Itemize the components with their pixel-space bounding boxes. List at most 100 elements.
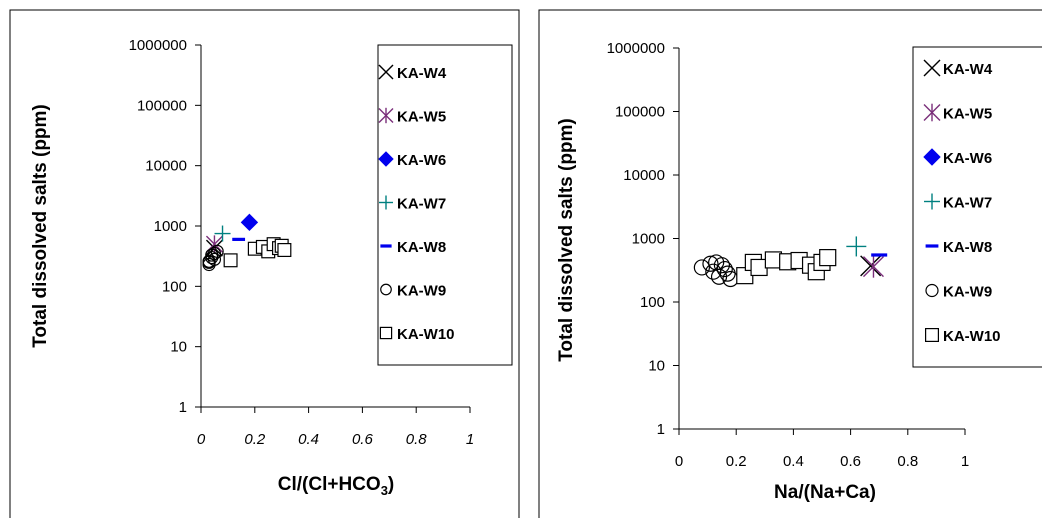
legend-label: KA-W5 bbox=[397, 109, 446, 126]
data-point bbox=[223, 253, 238, 268]
legend-marker bbox=[923, 148, 941, 166]
x-tick-label: 0.4 bbox=[298, 431, 319, 448]
legend-box bbox=[377, 44, 513, 366]
y-tick-label: 100 bbox=[162, 278, 187, 295]
legend-label: KA-W7 bbox=[943, 195, 992, 212]
legend-label: KA-W4 bbox=[397, 65, 447, 82]
legend-marker bbox=[923, 103, 941, 122]
data-marks bbox=[202, 213, 292, 272]
data-point bbox=[819, 249, 837, 267]
y-tick-label: 100000 bbox=[615, 104, 665, 121]
x-axis-label: Na/(Na+Ca) bbox=[774, 482, 876, 503]
series-ka-w4 bbox=[860, 255, 882, 277]
y-tick-label: 1000000 bbox=[607, 40, 665, 57]
x-tick-label: 1 bbox=[466, 431, 474, 448]
data-point bbox=[277, 243, 292, 258]
data-point bbox=[210, 244, 224, 258]
data-point bbox=[693, 259, 710, 276]
data-point bbox=[862, 255, 884, 278]
x-ticks: 0 0.2 0.4 0.6 0.8 1 bbox=[197, 407, 474, 448]
data-point bbox=[232, 237, 246, 241]
x-axis-label-subscript: 3 bbox=[381, 483, 388, 498]
legend-label: KA-W10 bbox=[397, 326, 455, 343]
series-ka-w8 bbox=[232, 237, 246, 241]
legend-item-ka-w5: KA-W5 bbox=[923, 103, 992, 123]
data-marks bbox=[693, 236, 888, 288]
legend-label: KA-W8 bbox=[943, 239, 992, 256]
legend-label: KA-W10 bbox=[943, 328, 1001, 345]
data-point bbox=[240, 213, 259, 232]
x-tick-label: 0 bbox=[675, 453, 683, 470]
y-tick-label: 10 bbox=[170, 339, 187, 356]
x-tick-label: 0.6 bbox=[840, 453, 861, 470]
y-tick-label: 100000 bbox=[137, 97, 187, 114]
legend-label: KA-W4 bbox=[943, 61, 993, 78]
x-axis-label: Cl/(Cl+HCO3) bbox=[278, 474, 395, 498]
legend-label: KA-W8 bbox=[397, 239, 446, 256]
data-point bbox=[860, 255, 882, 277]
y-tick-label: 1000000 bbox=[129, 37, 187, 54]
legend-label: KA-W9 bbox=[397, 283, 446, 300]
series-ka-w7 bbox=[846, 236, 867, 257]
data-point bbox=[846, 236, 867, 257]
data-point bbox=[716, 260, 733, 278]
legend-label: KA-W5 bbox=[943, 106, 992, 123]
legend-marker bbox=[379, 195, 393, 210]
data-point bbox=[202, 254, 216, 268]
legend-label: KA-W9 bbox=[943, 284, 992, 301]
series-ka-w6 bbox=[240, 213, 259, 232]
data-point bbox=[750, 258, 768, 277]
y-tick-label: 10 bbox=[648, 358, 665, 375]
y-tick-label: 1000 bbox=[632, 231, 665, 248]
series-ka-w9 bbox=[202, 244, 224, 272]
legend-item-ka-w9: KA-W9 bbox=[925, 284, 992, 301]
x-tick-label: 1 bbox=[961, 453, 969, 470]
legend-box bbox=[912, 46, 1042, 368]
legend-item-ka-w6: KA-W6 bbox=[378, 151, 446, 169]
series-ka-w5 bbox=[862, 255, 884, 278]
x-tick-label: 0.8 bbox=[897, 453, 918, 470]
y-tick-label: 10000 bbox=[623, 167, 665, 184]
legend: KA-W4 KA-W5 KA-W6 KA-W7 KA-W8 KA-W9 KA-W10 bbox=[912, 46, 1042, 368]
legend-marker bbox=[380, 283, 392, 296]
legend-marker bbox=[378, 107, 394, 124]
x-axis-label-close: ) bbox=[388, 474, 394, 495]
legend-item-ka-w8: KA-W8 bbox=[925, 239, 992, 256]
x-tick-label: 0.2 bbox=[726, 453, 747, 470]
x-tick-label: 0.2 bbox=[244, 431, 266, 448]
data-point bbox=[214, 225, 231, 242]
legend-items: KA-W4 KA-W5 KA-W6 KA-W7 KA-W8 KA-W9 KA-W10 bbox=[923, 59, 1001, 345]
legend-marker bbox=[923, 59, 941, 77]
data-point bbox=[871, 253, 888, 257]
y-tick-label: 1 bbox=[179, 399, 187, 416]
legend-item-ka-w10: KA-W10 bbox=[379, 326, 455, 343]
legend-marker bbox=[924, 193, 940, 210]
legend-item-ka-w6: KA-W6 bbox=[923, 148, 992, 167]
legend-item-ka-w4: KA-W4 bbox=[378, 64, 447, 82]
legend-label: KA-W6 bbox=[943, 150, 992, 167]
legend-marker bbox=[924, 328, 939, 343]
legend-marker bbox=[925, 244, 939, 248]
legend-marker bbox=[378, 151, 394, 167]
y-ticks: 1 10 100 1000 10000 100000 1000000 bbox=[607, 40, 679, 438]
series-ka-w8 bbox=[871, 253, 888, 257]
legend-marker bbox=[380, 244, 392, 248]
y-axis-label: Total dissolved salts (ppm) bbox=[30, 104, 51, 348]
x-tick-label: 0.8 bbox=[406, 431, 428, 448]
legend: KA-W4 KA-W5 KA-W6 KA-W7 KA-W8 KA-W9 KA-W10 bbox=[377, 44, 513, 366]
legend-item-ka-w7: KA-W7 bbox=[924, 193, 992, 212]
legend-marker bbox=[378, 64, 394, 80]
data-point bbox=[764, 251, 782, 269]
y-ticks: 1 10 100 1000 10000 100000 1000000 bbox=[129, 37, 201, 416]
y-tick-label: 10000 bbox=[145, 158, 187, 175]
legend-item-ka-w9: KA-W9 bbox=[380, 283, 446, 300]
legend-item-ka-w7: KA-W7 bbox=[379, 195, 446, 213]
series-ka-w10 bbox=[736, 249, 837, 285]
x-tick-label: 0 bbox=[197, 431, 206, 448]
x-axis-label-main: Cl/(Cl+HCO bbox=[278, 474, 381, 495]
x-ticks: 0 0.2 0.4 0.6 0.8 1 bbox=[675, 429, 969, 470]
legend-item-ka-w5: KA-W5 bbox=[378, 107, 446, 126]
data-point bbox=[713, 257, 731, 274]
